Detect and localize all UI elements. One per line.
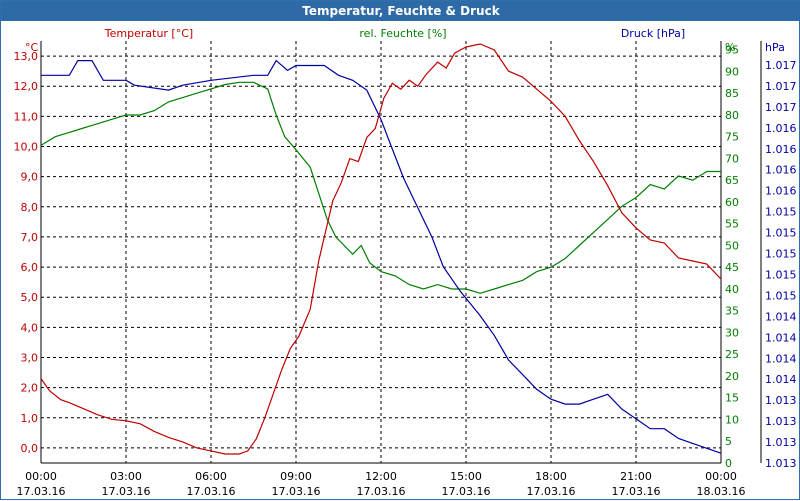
x-tick-time: 06:00 <box>195 470 227 483</box>
y-tick-pressure: 1.016 <box>765 185 797 198</box>
y-tick-pressure: 1.015 <box>765 227 797 240</box>
y-tick-humidity: 90 <box>725 65 739 78</box>
y-tick-humidity: 35 <box>725 305 739 318</box>
x-tick-time: 03:00 <box>110 470 142 483</box>
y-tick-humidity: 85 <box>725 87 739 100</box>
y-tick-pressure: 1.017 <box>765 80 797 93</box>
y-tick-temperature: 5,0 <box>21 291 39 304</box>
series-line-humidity <box>40 81 721 294</box>
x-tick-date: 17.03.16 <box>357 485 406 498</box>
y-tick-pressure: 1.017 <box>765 101 797 114</box>
y-tick-pressure: 1.016 <box>765 164 797 177</box>
y-tick-temperature: 4,0 <box>21 321 39 334</box>
y-tick-humidity: 30 <box>725 326 739 339</box>
y-tick-humidity: 80 <box>725 109 739 122</box>
series-lines <box>40 43 722 455</box>
y-tick-pressure: 1.015 <box>765 206 797 219</box>
unit-label-temperature: °C <box>25 41 39 54</box>
y-tick-temperature: 10,0 <box>14 141 39 154</box>
x-tick-date: 17.03.16 <box>102 485 151 498</box>
y-tick-pressure: 1.013 <box>765 415 797 428</box>
x-tick-time: 18:00 <box>535 470 567 483</box>
y-tick-temperature: 8,0 <box>21 201 39 214</box>
y-tick-humidity: 45 <box>725 261 739 274</box>
y-tick-humidity: 5 <box>725 435 732 448</box>
y-tick-humidity: 10 <box>725 413 739 426</box>
y-tick-humidity: 60 <box>725 196 739 209</box>
x-tick-date: 17.03.16 <box>442 485 491 498</box>
y-tick-humidity: 40 <box>725 283 739 296</box>
legend-temperature: Temperatur [°C] <box>104 27 193 40</box>
unit-label-humidity: % <box>725 41 735 54</box>
tick-labels: 00:00 17.03.16 03:00 17.03.16 06:00 17.03.16 0… <box>14 27 797 498</box>
y-tick-humidity: 95 <box>725 44 739 57</box>
y-tick-pressure: 1.013 <box>765 394 797 407</box>
x-tick-date: 17.03.16 <box>527 485 576 498</box>
y-tick-temperature: 7,0 <box>21 231 39 244</box>
x-tick-time: 21:00 <box>620 470 652 483</box>
y-tick-humidity: 55 <box>725 218 739 231</box>
x-tick-time: 15:00 <box>450 470 482 483</box>
y-tick-pressure: 1.015 <box>765 289 797 302</box>
y-tick-pressure: 1.015 <box>765 268 797 281</box>
y-tick-pressure: 1.016 <box>765 143 797 156</box>
legend-pressure: Druck [hPa] <box>621 27 685 40</box>
y-tick-humidity: 0 <box>725 457 732 470</box>
y-tick-temperature: 1,0 <box>21 412 39 425</box>
x-tick-date: 17.03.16 <box>17 485 66 498</box>
y-tick-humidity: 70 <box>725 152 739 165</box>
y-tick-temperature: 12,0 <box>14 80 39 93</box>
y-tick-pressure: 1.014 <box>765 310 797 323</box>
y-tick-pressure: 1.016 <box>765 122 797 135</box>
x-tick-date: 17.03.16 <box>272 485 321 498</box>
x-tick-date: 18.03.16 <box>697 485 746 498</box>
y-tick-pressure: 1.013 <box>765 436 797 449</box>
y-tick-humidity: 50 <box>725 239 739 252</box>
y-tick-pressure: 1.014 <box>765 352 797 365</box>
y-tick-temperature: 13,0 <box>14 50 39 63</box>
y-tick-temperature: 11,0 <box>14 110 39 123</box>
y-tick-temperature: 0,0 <box>21 442 39 455</box>
x-tick-date: 17.03.16 <box>612 485 661 498</box>
y-tick-pressure: 1.017 <box>765 59 797 72</box>
y-tick-humidity: 75 <box>725 131 739 144</box>
y-tick-temperature: 6,0 <box>21 261 39 274</box>
y-tick-temperature: 9,0 <box>21 171 39 184</box>
grid <box>41 41 721 463</box>
series-line-temperature <box>40 43 722 455</box>
y-tick-humidity: 65 <box>725 174 739 187</box>
y-tick-humidity: 15 <box>725 392 739 405</box>
y-tick-pressure: 1.014 <box>765 331 797 344</box>
x-tick-time: 12:00 <box>365 470 397 483</box>
x-tick-date: 17.03.16 <box>187 485 236 498</box>
y-tick-temperature: 2,0 <box>21 382 39 395</box>
x-tick-time: 00:00 <box>25 470 57 483</box>
y-tick-temperature: 3,0 <box>21 352 39 365</box>
x-tick-time: 00:00 <box>705 470 737 483</box>
unit-label-pressure: hPa <box>765 41 785 54</box>
series-line-pressure <box>41 59 722 454</box>
x-tick-time: 09:00 <box>280 470 312 483</box>
legend-humidity: rel. Feuchte [%] <box>359 27 446 40</box>
axes <box>40 41 762 464</box>
y-tick-pressure: 1.013 <box>765 457 797 470</box>
y-tick-humidity: 25 <box>725 348 739 361</box>
y-tick-pressure: 1.015 <box>765 248 797 261</box>
chart-title: Temperatur, Feuchte & Druck <box>1 1 800 21</box>
y-tick-humidity: 20 <box>725 370 739 383</box>
y-tick-pressure: 1.014 <box>765 373 797 386</box>
